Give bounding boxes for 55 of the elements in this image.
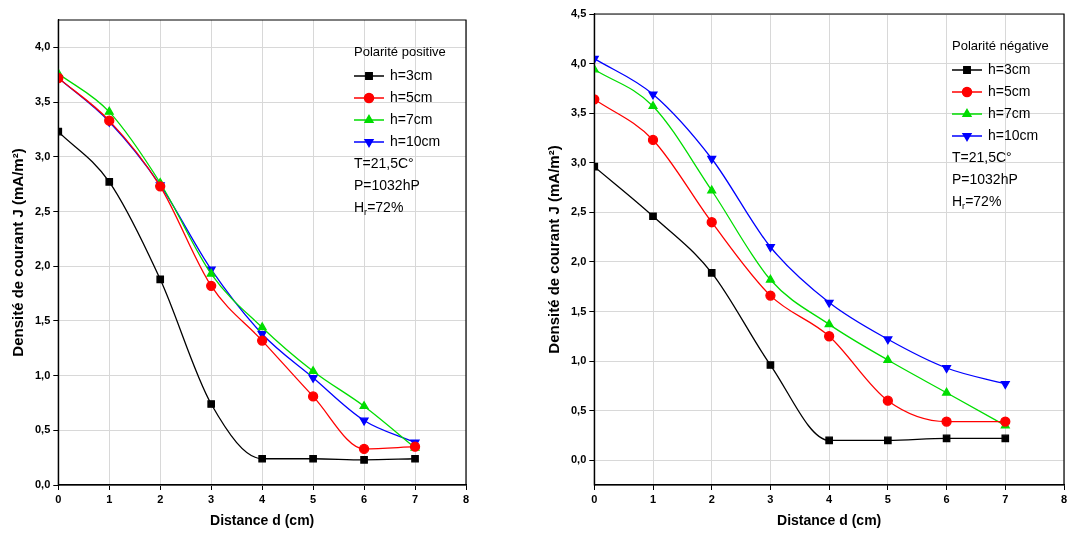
y-tick-label: 4,5: [570, 7, 587, 20]
annotation: T=21,5C°: [952, 148, 1012, 165]
y-tick-label: 3,0: [570, 155, 587, 168]
x-tick-label: 4: [826, 492, 834, 505]
y-tick-label: 0,5: [34, 423, 51, 436]
legend-title: Polarité négative: [952, 37, 1049, 53]
legend-label: h=7cm: [988, 104, 1031, 121]
x-tick-label: 0: [591, 492, 598, 505]
y-tick-label: 0,0: [570, 453, 587, 466]
annotation: T=21,5C°: [354, 154, 414, 171]
x-tick-label: 1: [106, 492, 113, 505]
legend-label: h=3cm: [988, 60, 1031, 77]
x-tick-label: 5: [884, 492, 891, 505]
legend-label: h=10cm: [988, 126, 1039, 143]
y-tick-label: 3,5: [34, 95, 51, 108]
y-tick-label: 2,5: [570, 205, 587, 218]
legend-label: h=5cm: [390, 88, 433, 105]
y-tick-label: 1,5: [570, 304, 587, 317]
x-tick-label: 2: [708, 492, 715, 505]
x-tick-label: 2: [157, 492, 164, 505]
y-tick-label: 4,0: [34, 40, 51, 53]
x-tick-label: 6: [361, 492, 368, 505]
x-tick-label: 0: [55, 492, 62, 505]
legend-label: h=10cm: [390, 132, 441, 149]
y-tick-label: 1,0: [570, 354, 587, 367]
legend-label: h=5cm: [988, 82, 1031, 99]
y-tick-label: 3,0: [34, 149, 51, 162]
x-tick-label: 3: [208, 492, 215, 505]
x-tick-label: 3: [767, 492, 774, 505]
y-axis-title: Densité de courant J (mA/m²): [9, 148, 27, 357]
annotation: P=1032hP: [354, 176, 420, 193]
annotation: P=1032hP: [952, 170, 1018, 187]
legend-label: h=3cm: [390, 66, 433, 83]
y-axis-title: Densité de courant J (mA/m²): [545, 145, 563, 354]
x-axis-title: Distance d (cm): [210, 512, 315, 529]
x-axis-title: Distance d (cm): [777, 512, 882, 529]
y-tick-label: 0,0: [34, 478, 51, 491]
y-tick-label: 0,5: [570, 403, 587, 416]
y-tick-label: 2,5: [34, 204, 51, 217]
y-tick-label: 3,5: [570, 106, 587, 119]
x-tick-label: 4: [259, 492, 267, 505]
x-tick-label: 7: [1002, 492, 1009, 505]
y-tick-label: 2,0: [570, 254, 587, 267]
x-tick-label: 1: [649, 492, 657, 505]
legend-label: h=7cm: [390, 110, 433, 127]
x-tick-label: 8: [462, 492, 470, 505]
y-tick-label: 1,5: [34, 313, 51, 326]
x-tick-label: 8: [1060, 492, 1068, 505]
y-tick-label: 1,0: [34, 368, 51, 381]
x-tick-label: 7: [411, 492, 419, 505]
x-tick-label: 5: [310, 492, 317, 505]
x-tick-label: 6: [943, 492, 950, 505]
legend-title: Polarité positive: [354, 43, 446, 59]
y-tick-label: 2,0: [34, 259, 51, 272]
y-tick-label: 4,0: [570, 56, 587, 69]
